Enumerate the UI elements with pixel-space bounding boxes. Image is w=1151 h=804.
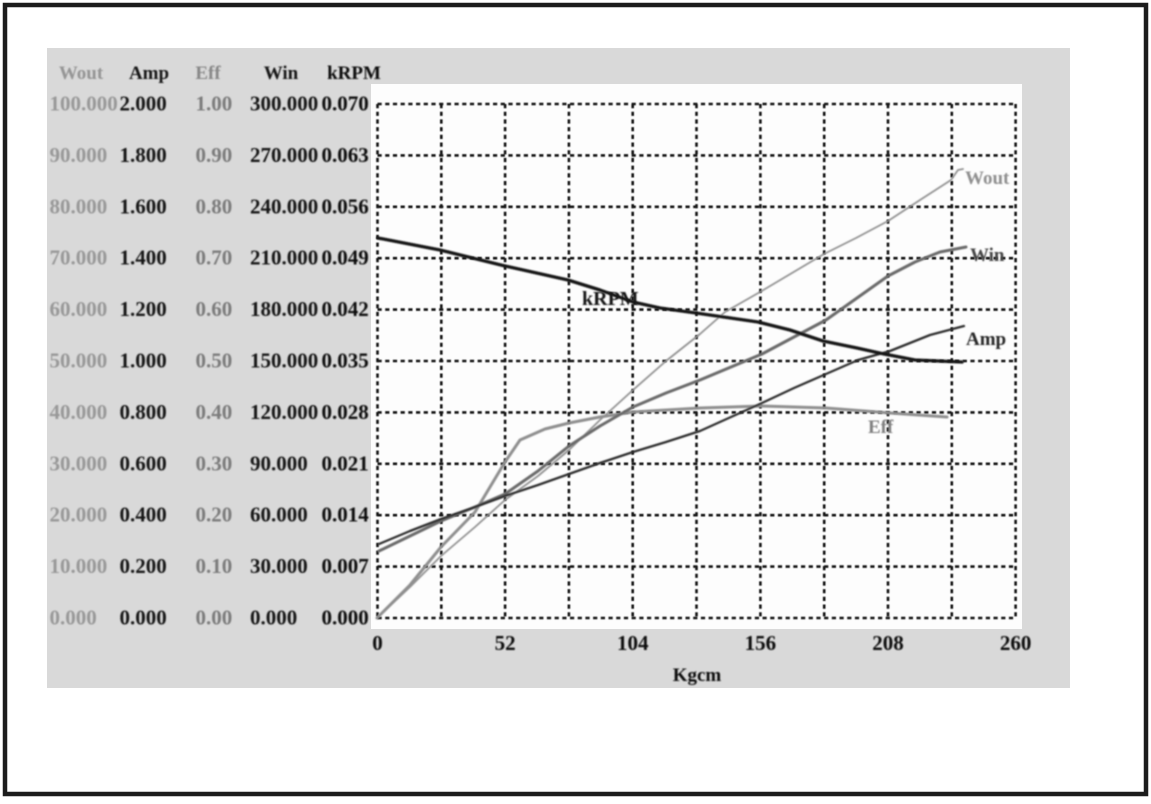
svg-text:30.000: 30.000 (50, 451, 108, 475)
svg-text:Eff: Eff (868, 417, 894, 438)
svg-text:0.063: 0.063 (322, 143, 369, 167)
svg-text:0.049: 0.049 (322, 246, 369, 270)
svg-text:0.007: 0.007 (322, 554, 369, 578)
svg-text:260: 260 (1000, 631, 1032, 655)
svg-text:0.035: 0.035 (322, 349, 369, 373)
svg-text:50.000: 50.000 (50, 349, 108, 373)
svg-text:1.800: 1.800 (120, 143, 167, 167)
svg-text:10.000: 10.000 (50, 554, 108, 578)
svg-text:1.200: 1.200 (120, 297, 167, 321)
svg-text:0.000: 0.000 (50, 606, 97, 630)
svg-text:0.000: 0.000 (250, 606, 297, 630)
svg-text:0.014: 0.014 (322, 503, 370, 527)
svg-text:0.021: 0.021 (322, 451, 369, 475)
svg-text:0.056: 0.056 (322, 194, 369, 218)
svg-text:0.00: 0.00 (196, 606, 233, 630)
svg-text:120.000: 120.000 (250, 400, 318, 424)
svg-text:Wout: Wout (965, 168, 1010, 189)
svg-text:210.000: 210.000 (250, 246, 318, 270)
svg-text:0.10: 0.10 (196, 554, 233, 578)
svg-text:100.000: 100.000 (50, 92, 118, 116)
svg-text:156: 156 (745, 631, 777, 655)
svg-text:180.000: 180.000 (250, 297, 318, 321)
svg-text:30.000: 30.000 (250, 554, 308, 578)
svg-text:0.40: 0.40 (196, 400, 233, 424)
svg-text:0.20: 0.20 (196, 503, 233, 527)
svg-text:40.000: 40.000 (50, 400, 108, 424)
svg-text:2.000: 2.000 (120, 92, 167, 116)
svg-text:0.000: 0.000 (322, 606, 369, 630)
svg-text:90.000: 90.000 (250, 451, 308, 475)
svg-text:52: 52 (495, 631, 516, 655)
svg-text:Kgcm: Kgcm (673, 665, 722, 686)
svg-text:104: 104 (617, 631, 649, 655)
svg-text:70.000: 70.000 (50, 246, 108, 270)
svg-text:0.600: 0.600 (120, 451, 167, 475)
svg-text:20.000: 20.000 (50, 503, 108, 527)
svg-text:0: 0 (372, 631, 383, 655)
svg-text:0.30: 0.30 (196, 451, 233, 475)
svg-text:150.000: 150.000 (250, 349, 318, 373)
svg-text:kRPM: kRPM (582, 288, 639, 310)
svg-text:0.400: 0.400 (120, 503, 167, 527)
svg-text:0.60: 0.60 (196, 297, 233, 321)
svg-text:300.000: 300.000 (250, 92, 318, 116)
svg-text:1.000: 1.000 (120, 349, 167, 373)
svg-text:1.00: 1.00 (196, 92, 233, 116)
svg-text:0.070: 0.070 (322, 92, 369, 116)
svg-text:Wout: Wout (59, 63, 104, 84)
svg-text:0.800: 0.800 (120, 400, 167, 424)
svg-text:80.000: 80.000 (50, 194, 108, 218)
svg-text:1.400: 1.400 (120, 246, 167, 270)
svg-text:Win: Win (264, 63, 299, 84)
svg-text:Win: Win (970, 245, 1005, 266)
svg-text:kRPM: kRPM (327, 63, 381, 84)
svg-text:0.200: 0.200 (120, 554, 167, 578)
svg-text:208: 208 (872, 631, 904, 655)
svg-text:270.000: 270.000 (250, 143, 318, 167)
svg-text:Eff: Eff (195, 63, 221, 84)
svg-text:Amp: Amp (129, 63, 169, 84)
svg-text:0.70: 0.70 (196, 246, 233, 270)
svg-text:1.600: 1.600 (120, 194, 167, 218)
svg-text:0.50: 0.50 (196, 349, 233, 373)
svg-text:0.000: 0.000 (120, 606, 167, 630)
svg-text:0.90: 0.90 (196, 143, 233, 167)
svg-text:Amp: Amp (966, 329, 1006, 350)
svg-text:0.80: 0.80 (196, 194, 233, 218)
svg-text:90.000: 90.000 (50, 143, 108, 167)
svg-text:60.000: 60.000 (250, 503, 308, 527)
svg-text:240.000: 240.000 (250, 194, 318, 218)
svg-text:0.028: 0.028 (322, 400, 369, 424)
svg-text:60.000: 60.000 (50, 297, 108, 321)
svg-text:0.042: 0.042 (322, 297, 369, 321)
